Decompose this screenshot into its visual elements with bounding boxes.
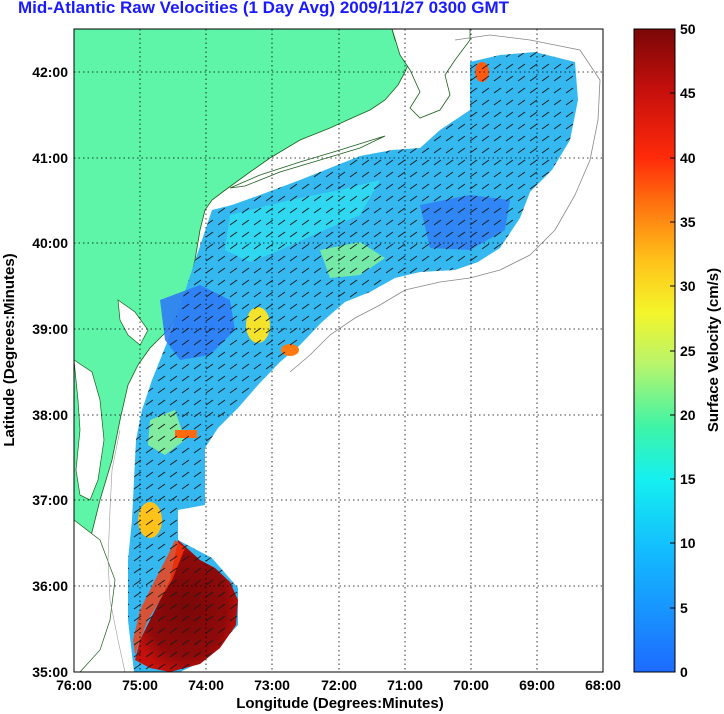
grid bbox=[74, 29, 603, 672]
x-axis-label: Longitude (Degrees:Minutes) bbox=[236, 695, 444, 712]
colorbar-tick: 15 bbox=[680, 471, 696, 487]
x-tick: 69:00 bbox=[519, 677, 555, 693]
x-tick: 71:00 bbox=[387, 677, 423, 693]
x-tick: 74:00 bbox=[188, 677, 224, 693]
colorbar-tick: 45 bbox=[680, 85, 696, 101]
y-tick: 39:00 bbox=[32, 321, 68, 337]
y-tick: 35:00 bbox=[32, 664, 68, 680]
colorbar-tick: 50 bbox=[680, 21, 696, 37]
y-tick-labels: 42:00 41:00 40:00 39:00 38:00 37:00 36:0… bbox=[32, 64, 68, 680]
x-tick: 70:00 bbox=[453, 677, 489, 693]
x-tick: 72:00 bbox=[321, 677, 357, 693]
colorbar-label: Surface Velocity (cm/s) bbox=[705, 268, 722, 432]
y-tick: 40:00 bbox=[32, 235, 68, 251]
x-tick-labels: 76:00 75:00 74:00 73:00 72:00 71:00 70:0… bbox=[56, 677, 621, 693]
x-tick: 76:00 bbox=[56, 677, 92, 693]
y-tick: 37:00 bbox=[32, 492, 68, 508]
y-tick: 42:00 bbox=[32, 64, 68, 80]
colorbar-tick: 10 bbox=[680, 535, 696, 551]
land-mainland bbox=[73, 28, 411, 673]
y-tick: 36:00 bbox=[32, 578, 68, 594]
colorbar-scale bbox=[633, 28, 676, 673]
x-tick: 73:00 bbox=[254, 677, 290, 693]
bathymetry-contour-2 bbox=[107, 429, 126, 673]
land-long-island bbox=[229, 135, 386, 189]
bathymetry-contour bbox=[289, 34, 601, 373]
colorbar: 50 45 40 35 30 25 20 15 10 5 0 Surface V… bbox=[633, 21, 722, 680]
colorbar-tick: 25 bbox=[680, 343, 696, 359]
x-tick: 68:00 bbox=[585, 677, 621, 693]
land-chesapeake-bay bbox=[73, 359, 105, 501]
colorbar-tick: 0 bbox=[680, 664, 688, 680]
colorbar-tick: 35 bbox=[680, 214, 696, 230]
map-area bbox=[73, 28, 604, 673]
x-tick: 75:00 bbox=[122, 677, 158, 693]
y-tick: 38:00 bbox=[32, 407, 68, 423]
colorbar-tick: 40 bbox=[680, 150, 696, 166]
colorbar-tick: 30 bbox=[680, 278, 696, 294]
velocity-arrows bbox=[128, 52, 578, 672]
map-title: Mid-Atlantic Raw Velocities (1 Day Avg) … bbox=[18, 0, 509, 17]
y-axis-label: Latitude (Degrees:Minutes) bbox=[1, 253, 18, 446]
land-cape-cod bbox=[391, 28, 471, 119]
y-tick: 41:00 bbox=[32, 150, 68, 166]
colorbar-tick: 20 bbox=[680, 407, 696, 423]
colorbar-tick: 5 bbox=[680, 600, 688, 616]
